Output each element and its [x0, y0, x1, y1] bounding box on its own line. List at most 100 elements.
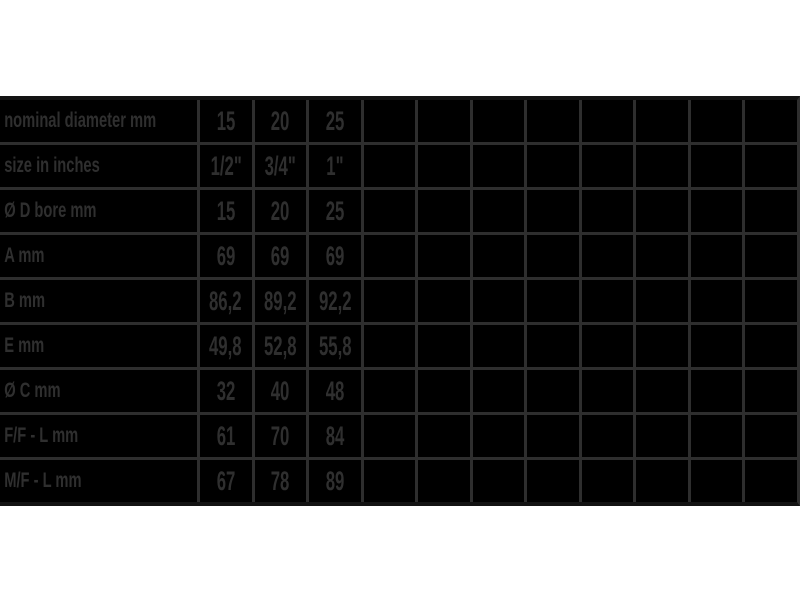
value-cell: 55,8 [309, 325, 361, 367]
empty-cell [690, 370, 743, 412]
value-text: 49,8 [209, 330, 243, 361]
empty-cell [472, 190, 525, 232]
empty-cell [527, 280, 579, 322]
value-cell: 52,8 [254, 325, 307, 367]
empty-cell [745, 460, 797, 502]
empty-cell [745, 145, 797, 187]
value-cell: 61 [200, 415, 252, 457]
empty-cell [363, 325, 416, 367]
empty-cell [418, 280, 470, 322]
value-text: 32 [216, 375, 236, 406]
empty-cell [363, 370, 416, 412]
empty-cell [636, 100, 688, 142]
value-cell: 69 [309, 235, 361, 277]
row-label-text: nominal diameter mm [4, 109, 157, 132]
empty-cell [527, 190, 579, 232]
empty-cell [636, 370, 688, 412]
empty-cell [581, 460, 634, 502]
value-text: 1" [326, 150, 344, 181]
empty-cell [527, 415, 579, 457]
value-text: 15 [216, 105, 236, 136]
row-label-text: B mm [4, 289, 46, 312]
empty-cell [363, 280, 416, 322]
row-label-text: Ø D bore mm [4, 199, 97, 222]
empty-cell [418, 190, 470, 232]
value-cell: 89,2 [254, 280, 307, 322]
value-cell: 3/4" [254, 145, 307, 187]
empty-cell [690, 145, 743, 187]
value-text: 40 [270, 375, 290, 406]
empty-cell [690, 280, 743, 322]
empty-cell [527, 325, 579, 367]
value-cell: 70 [254, 415, 307, 457]
empty-cell [636, 415, 688, 457]
value-text: 61 [216, 420, 236, 451]
empty-cell [636, 280, 688, 322]
value-cell: 15 [200, 190, 252, 232]
empty-cell [581, 100, 634, 142]
row-label-text: size in inches [4, 154, 100, 177]
empty-cell [527, 145, 579, 187]
value-text: 67 [216, 465, 236, 496]
empty-cell [472, 280, 525, 322]
empty-cell [418, 100, 470, 142]
value-text: 15 [216, 195, 236, 226]
value-text: 20 [270, 105, 290, 136]
empty-cell [363, 415, 416, 457]
empty-cell [581, 280, 634, 322]
value-text: 52,8 [264, 330, 297, 361]
empty-cell [363, 145, 416, 187]
spec-table: nominal diameter mm 15 20 25 size in inches 1… [0, 96, 800, 506]
empty-cell [636, 145, 688, 187]
empty-cell [690, 190, 743, 232]
empty-cell [363, 190, 416, 232]
value-cell: 15 [200, 100, 252, 142]
row-label: size in inches [0, 145, 197, 187]
value-cell: 32 [200, 370, 252, 412]
empty-cell [363, 100, 416, 142]
empty-cell [418, 370, 470, 412]
value-cell: 92,2 [309, 280, 361, 322]
row-label-text: A mm [4, 244, 45, 267]
empty-cell [581, 415, 634, 457]
value-text: 25 [325, 195, 345, 226]
value-cell: 25 [309, 100, 361, 142]
empty-cell [472, 460, 525, 502]
empty-cell [363, 235, 416, 277]
value-cell: 48 [309, 370, 361, 412]
row-label-text: F/F - L mm [4, 424, 79, 447]
empty-cell [745, 235, 797, 277]
row-label: Ø C mm [0, 370, 197, 412]
value-text: 1/2" [210, 150, 242, 181]
empty-cell [527, 460, 579, 502]
empty-cell [527, 370, 579, 412]
value-cell: 69 [254, 235, 307, 277]
empty-cell [690, 460, 743, 502]
value-text: 84 [325, 420, 345, 451]
value-cell: 25 [309, 190, 361, 232]
value-cell: 84 [309, 415, 361, 457]
row-label: nominal diameter mm [0, 100, 197, 142]
empty-cell [418, 145, 470, 187]
empty-cell [581, 190, 634, 232]
empty-cell [527, 100, 579, 142]
empty-cell [745, 280, 797, 322]
value-cell: 1" [309, 145, 361, 187]
empty-cell [745, 325, 797, 367]
empty-cell [636, 325, 688, 367]
value-cell: 20 [254, 100, 307, 142]
empty-cell [472, 415, 525, 457]
value-text: 25 [325, 105, 345, 136]
empty-cell [418, 415, 470, 457]
empty-cell [581, 235, 634, 277]
empty-cell [472, 100, 525, 142]
value-text: 92,2 [318, 285, 352, 316]
empty-cell [472, 235, 525, 277]
row-label: F/F - L mm [0, 415, 197, 457]
empty-cell [745, 190, 797, 232]
value-text: 89 [325, 465, 345, 496]
value-text: 69 [325, 240, 345, 271]
empty-cell [527, 235, 579, 277]
value-cell: 86,2 [200, 280, 252, 322]
